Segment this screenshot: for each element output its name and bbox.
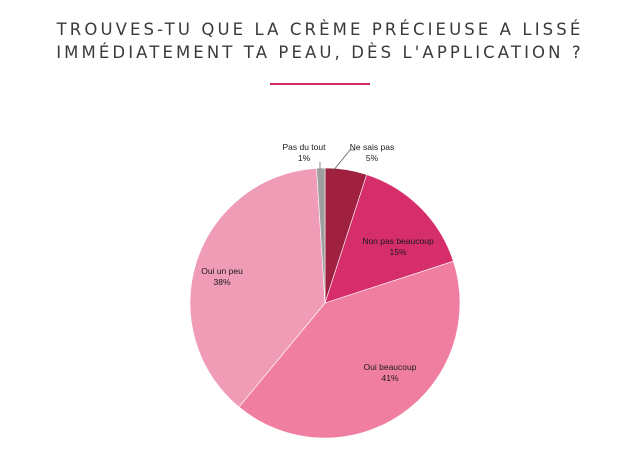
pie-slice-non-pas-beaucoup (324, 174, 454, 304)
slice-label: Oui un peu (201, 266, 243, 276)
slice-label: Oui beaucoup (364, 362, 417, 372)
leader-line (332, 149, 355, 172)
slice-value-label: 5% (366, 153, 379, 163)
chart-title-line-1: TROUVES-TU QUE LA CRÈME PRÉCIEUSE A LISS… (56, 20, 584, 39)
slice-label: Pas du tout (282, 142, 326, 152)
slice-value-label: 38% (213, 277, 230, 287)
pie-slice-oui-beaucoup (238, 260, 461, 439)
slice-label: Ne sais pas (350, 142, 394, 152)
pie-slice-oui-un-peu (189, 167, 326, 408)
slice-value-label: 41% (381, 373, 398, 383)
slice-value-label: 1% (298, 153, 311, 163)
slice-value-label: 15% (389, 247, 406, 257)
slice-label: Non pas beaucoup (362, 236, 434, 246)
title-divider (270, 83, 370, 85)
pie-slices (189, 167, 461, 439)
chart-title-line-2: IMMÉDIATEMENT TA PEAU, DÈS L'APPLICATION… (56, 43, 584, 62)
pie-slice-pas-du-tout (316, 167, 326, 304)
